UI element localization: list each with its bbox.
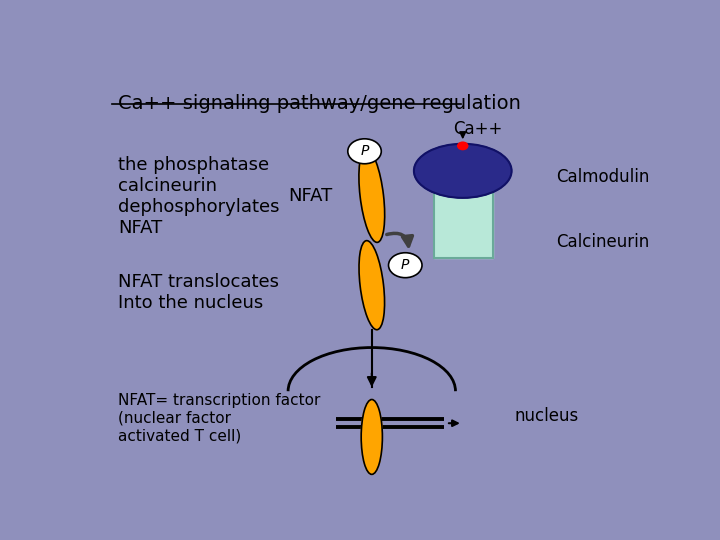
Text: Calmodulin: Calmodulin <box>556 168 649 186</box>
Text: Ca++ signaling pathway/gene regulation: Ca++ signaling pathway/gene regulation <box>118 94 521 113</box>
Ellipse shape <box>361 400 382 474</box>
Text: Calcineurin: Calcineurin <box>556 233 649 251</box>
Bar <box>434 181 493 258</box>
Circle shape <box>389 253 422 278</box>
Text: P: P <box>401 258 410 272</box>
Text: NFAT: NFAT <box>289 187 333 205</box>
Circle shape <box>348 139 382 164</box>
Text: NFAT translocates
Into the nucleus: NFAT translocates Into the nucleus <box>118 273 279 312</box>
Ellipse shape <box>414 144 512 198</box>
Circle shape <box>458 142 468 150</box>
Text: P: P <box>360 144 369 158</box>
FancyArrowPatch shape <box>387 233 413 246</box>
Ellipse shape <box>359 241 384 330</box>
Bar <box>434 181 493 258</box>
Text: Ca++: Ca++ <box>453 120 503 138</box>
Text: the phosphatase
calcineurin
dephosphorylates
NFAT: the phosphatase calcineurin dephosphoryl… <box>118 156 279 237</box>
Text: nucleus: nucleus <box>514 407 578 425</box>
Text: NFAT= transcription factor
(nuclear factor
activated T cell): NFAT= transcription factor (nuclear fact… <box>118 393 320 443</box>
Ellipse shape <box>359 149 384 242</box>
